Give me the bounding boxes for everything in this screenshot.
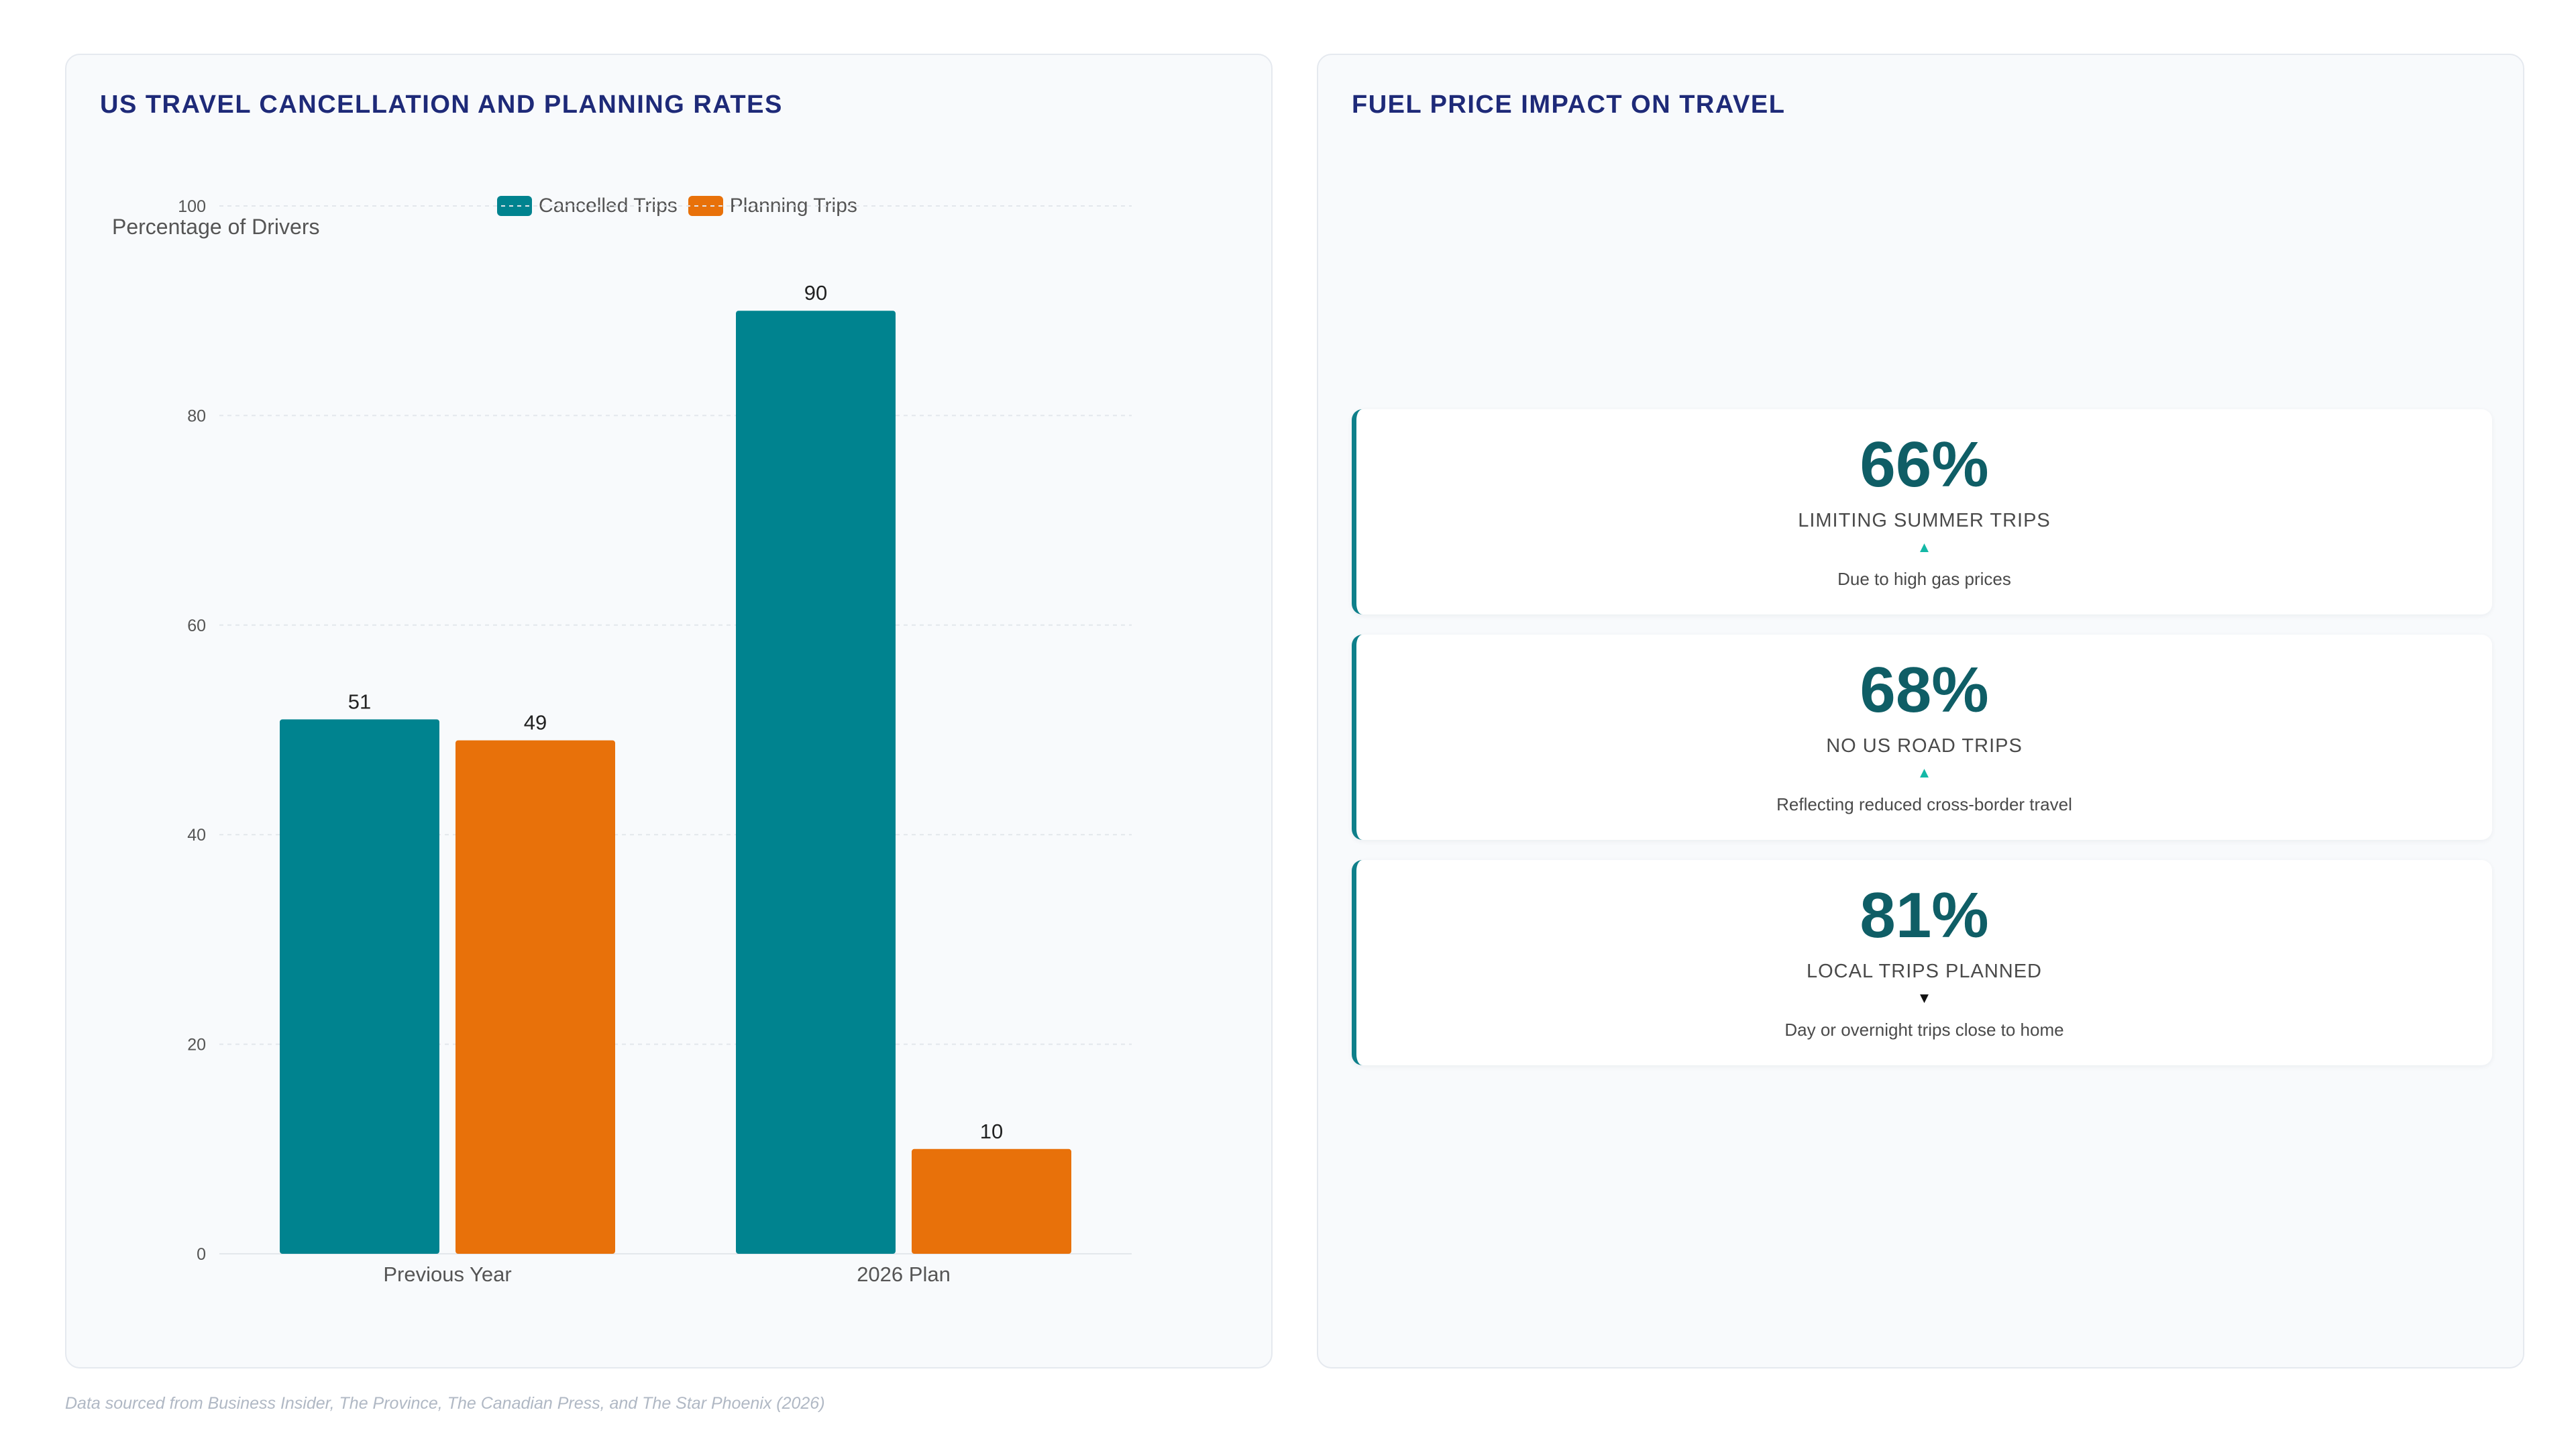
data-label: 10	[980, 1120, 1003, 1143]
stat-value: 81%	[1860, 879, 1989, 951]
y-tick-label: 40	[187, 826, 206, 845]
y-tick-label: 80	[187, 407, 206, 425]
data-label: 49	[524, 711, 547, 735]
trend-up-icon: ▲	[1917, 539, 1932, 555]
stat-card-road-trips: 68% NO US ROAD TRIPS ▲ Reflecting reduce…	[1352, 635, 2492, 840]
stat-label: NO US ROAD TRIPS	[1826, 735, 2023, 757]
bar-chart: 0 20 40 60 80 100 51 49 Previous Year 90 10 2026 Pl…	[178, 197, 1132, 1286]
stats-panel-title: FUEL PRICE IMPACT ON TRAVEL	[1352, 91, 1786, 119]
y-tick-label: 100	[178, 197, 206, 216]
stat-note: Due to high gas prices	[1837, 569, 2011, 589]
stat-label: LIMITING SUMMER TRIPS	[1798, 510, 2051, 531]
stat-label: LOCAL TRIPS PLANNED	[1807, 961, 2042, 982]
y-axis-title: Percentage of Drivers	[112, 215, 320, 239]
stat-note: Reflecting reduced cross-border travel	[1776, 794, 2072, 814]
y-tick-label: 60	[187, 616, 206, 635]
bar-planning-trips	[912, 1148, 1071, 1254]
stat-card-summer-trips: 66% LIMITING SUMMER TRIPS ▲ Due to high …	[1352, 409, 2492, 614]
y-tick-label: 20	[187, 1036, 206, 1055]
stat-value: 68%	[1860, 654, 1989, 726]
source-footnote: Data sourced from Business Insider, The …	[65, 1394, 825, 1413]
bar-cancelled-trips	[280, 719, 439, 1254]
stat-value: 66%	[1860, 429, 1989, 500]
data-label: 51	[348, 690, 371, 713]
stats-panel: FUEL PRICE IMPACT ON TRAVEL 66% LIMITING…	[1317, 54, 2524, 1368]
y-tick-label: 0	[197, 1245, 206, 1264]
trend-down-icon: ▼	[1917, 989, 1932, 1006]
stat-note: Day or overnight trips close to home	[1784, 1020, 2064, 1040]
chart-panel: US TRAVEL CANCELLATION AND PLANNING RATE…	[65, 54, 1273, 1368]
bar-planning-trips	[455, 740, 615, 1254]
stat-card-local-trips: 81% LOCAL TRIPS PLANNED ▼ Day or overnig…	[1352, 860, 2492, 1065]
bar-cancelled-trips	[736, 311, 896, 1254]
trend-up-icon: ▲	[1917, 764, 1932, 781]
data-label: 90	[804, 281, 827, 305]
chart-panel-title: US TRAVEL CANCELLATION AND PLANNING RATE…	[100, 91, 783, 119]
x-tick-label: 2026 Plan	[857, 1263, 951, 1286]
x-tick-label: Previous Year	[383, 1263, 511, 1286]
